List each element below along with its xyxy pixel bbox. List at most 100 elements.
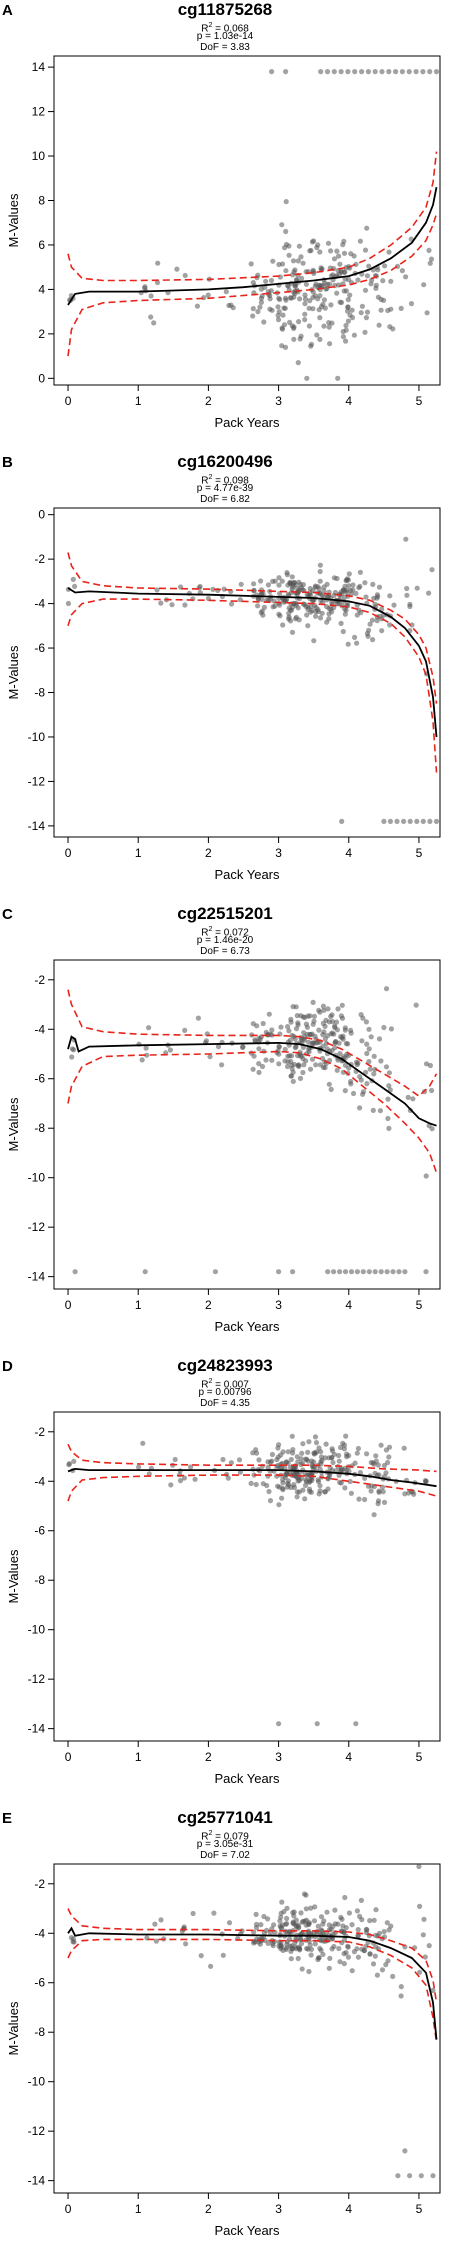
data-point [344,1451,350,1457]
data-point [285,582,291,588]
data-points [69,986,435,1275]
data-point [296,243,302,249]
data-point [367,621,373,627]
data-point [183,1941,189,1947]
data-point [253,1911,259,1917]
data-point [259,1063,266,1070]
data-point [370,1107,376,1113]
x-tick-label: 3 [275,1298,282,1312]
fit-line [67,1467,437,1488]
data-point [208,1963,214,1969]
data-point [383,1064,390,1070]
data-point [328,1086,334,1092]
y-tick-label: 4 [38,282,45,296]
data-point [387,622,393,628]
x-tick-label: 2 [205,846,212,860]
data-point [371,1053,377,1059]
data-point [276,575,282,581]
data-point [355,277,361,283]
data-point [255,309,261,315]
data-point [368,1034,374,1040]
r-squared-value: 0.098 [223,475,249,487]
data-point [253,1481,259,1488]
data-point [335,1921,341,1927]
x-tick-label: 3 [275,394,282,408]
data-point [284,1921,290,1927]
data-point [294,1470,300,1476]
data-point [290,1004,296,1010]
data-point [364,1081,370,1087]
data-point [298,1013,304,1019]
ci-lower-line [67,1474,437,1502]
data-point [423,1061,430,1067]
data-point [359,69,365,75]
data-point [331,1451,337,1457]
data-point [340,628,346,635]
data-point [344,577,350,583]
data-point [351,332,357,338]
data-point [293,616,299,622]
data-point [256,1046,262,1052]
data-point [347,292,353,298]
data-point [372,69,378,75]
data-point [367,1951,373,1957]
fit-line [67,1926,438,2040]
data-point [396,1269,402,1275]
x-tick-label: 5 [416,1750,423,1764]
data-point [279,1899,285,1905]
ci-lower-line [67,213,438,357]
data-point [357,238,363,244]
data-point [307,298,313,304]
data-point [308,1489,314,1495]
data-point [358,1077,364,1083]
data-point [148,293,154,299]
data-point [326,616,332,622]
data-point [301,1030,307,1036]
data-point [413,69,419,75]
data-point [66,1461,72,1467]
x-tick-label: 4 [345,2202,352,2216]
data-point [300,582,306,588]
data-point [371,595,377,601]
x-tick-label: 1 [135,846,142,860]
data-point [302,1471,308,1477]
data-point [205,292,211,298]
data-point [339,818,345,824]
data-point [423,1269,429,1275]
data-point [318,1459,324,1465]
data-point [299,1966,305,1972]
y-tick-label: 0 [38,508,45,522]
data-point [282,1474,288,1481]
y-tick-label: -6 [34,1976,45,1990]
data-point [281,305,287,311]
data-point [398,1993,404,1999]
data-point [295,1020,301,1026]
data-point [423,1173,429,1179]
data-point [416,1863,422,1870]
data-point [239,1044,246,1050]
data-point [346,1910,352,1916]
data-point [342,1025,348,1031]
y-tick-label: -8 [34,686,45,700]
panel-letter: B [2,454,13,471]
data-point [223,289,229,295]
data-point [366,1269,372,1275]
data-point [278,1914,284,1920]
data-point [324,581,330,587]
data-point [71,1458,77,1464]
data-point [386,1454,392,1460]
data-point [388,1923,394,1929]
data-point [65,600,71,607]
data-point [358,1897,364,1903]
data-point [302,296,308,302]
data-point [155,260,161,266]
data-point [280,312,286,318]
data-point [292,267,298,273]
data-point [363,315,369,321]
data-point [355,1060,361,1066]
scatter-plot: 0 1 2 3 4 5 -2 -4 -6 -8 -10 -12 -14 Pack Years M-Value… [6,1411,441,1786]
data-point [301,1062,307,1068]
data-point [355,1954,361,1960]
data-point [407,601,413,607]
data-point [154,587,160,593]
